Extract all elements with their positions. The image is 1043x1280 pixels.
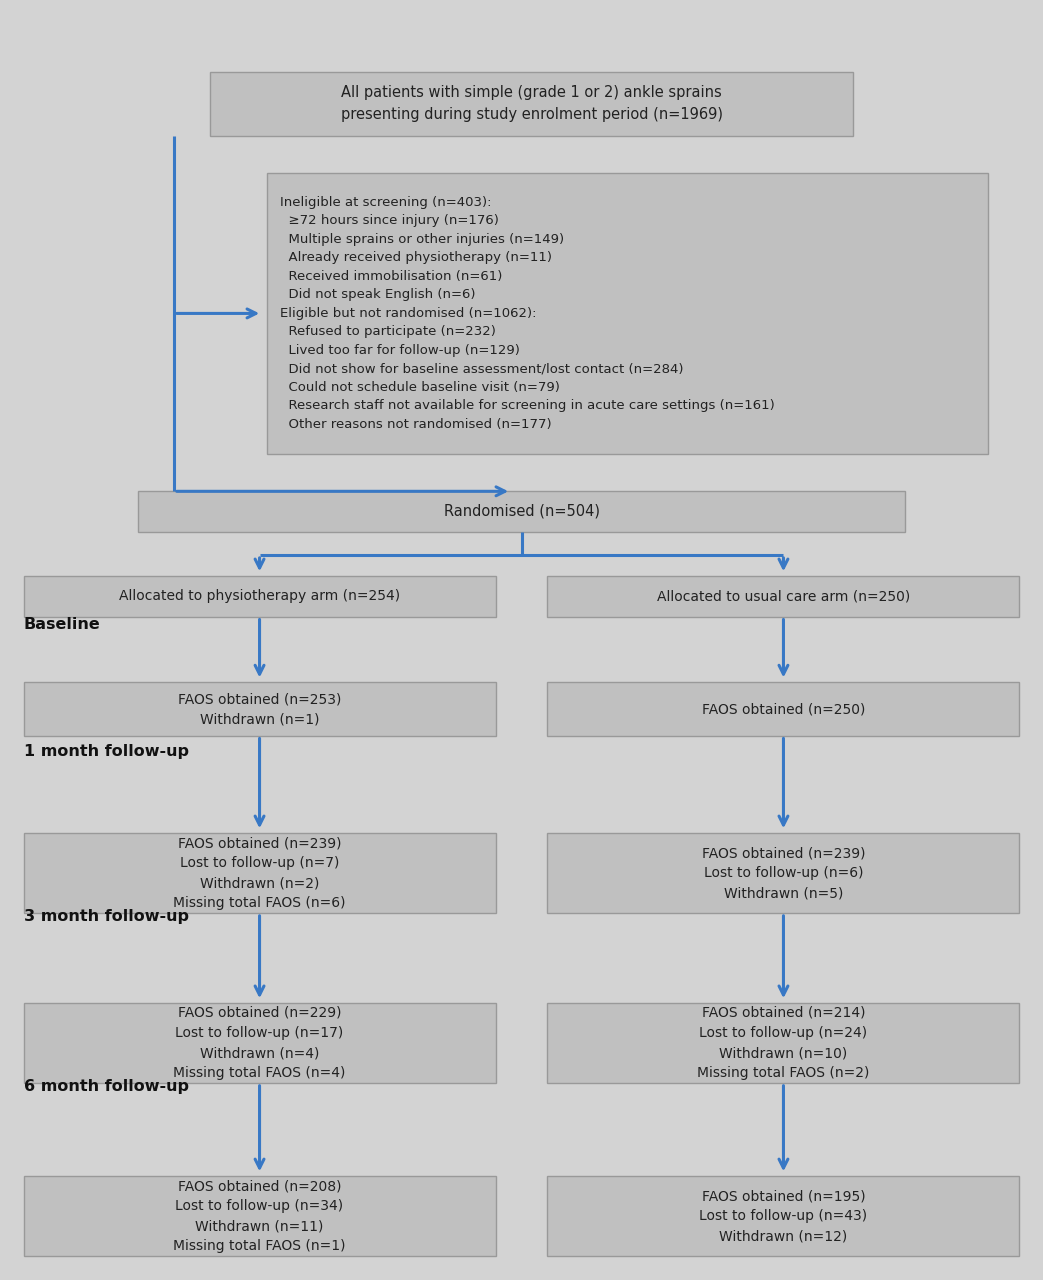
Text: 3 month follow-up: 3 month follow-up (24, 909, 189, 924)
FancyBboxPatch shape (24, 682, 495, 736)
Text: Allocated to physiotherapy arm (n=254): Allocated to physiotherapy arm (n=254) (119, 590, 401, 603)
Text: 1 month follow-up: 1 month follow-up (24, 744, 189, 759)
FancyBboxPatch shape (548, 1004, 1019, 1083)
FancyBboxPatch shape (24, 1176, 495, 1256)
Text: 6 month follow-up: 6 month follow-up (24, 1079, 189, 1093)
FancyBboxPatch shape (548, 833, 1019, 913)
Text: FAOS obtained (n=253)
Withdrawn (n=1): FAOS obtained (n=253) Withdrawn (n=1) (178, 692, 341, 726)
Text: FAOS obtained (n=239)
Lost to follow-up (n=6)
Withdrawn (n=5): FAOS obtained (n=239) Lost to follow-up … (702, 846, 866, 900)
Text: Ineligible at screening (n=403):
  ≥72 hours since injury (n=176)
  Multiple spr: Ineligible at screening (n=403): ≥72 hou… (280, 196, 775, 431)
FancyBboxPatch shape (548, 576, 1019, 617)
Text: Allocated to usual care arm (n=250): Allocated to usual care arm (n=250) (657, 590, 911, 603)
Text: All patients with simple (grade 1 or 2) ankle sprains
presenting during study en: All patients with simple (grade 1 or 2) … (341, 86, 723, 122)
FancyBboxPatch shape (548, 1176, 1019, 1256)
FancyBboxPatch shape (211, 72, 853, 136)
Text: FAOS obtained (n=229)
Lost to follow-up (n=17)
Withdrawn (n=4)
Missing total FAO: FAOS obtained (n=229) Lost to follow-up … (173, 1006, 345, 1080)
Text: FAOS obtained (n=250): FAOS obtained (n=250) (702, 701, 865, 716)
FancyBboxPatch shape (548, 682, 1019, 736)
FancyBboxPatch shape (267, 173, 989, 454)
FancyBboxPatch shape (24, 1004, 495, 1083)
FancyBboxPatch shape (24, 833, 495, 913)
Text: Baseline: Baseline (24, 617, 100, 631)
Text: FAOS obtained (n=214)
Lost to follow-up (n=24)
Withdrawn (n=10)
Missing total FA: FAOS obtained (n=214) Lost to follow-up … (698, 1006, 870, 1080)
Text: FAOS obtained (n=195)
Lost to follow-up (n=43)
Withdrawn (n=12): FAOS obtained (n=195) Lost to follow-up … (700, 1189, 868, 1243)
Text: FAOS obtained (n=208)
Lost to follow-up (n=34)
Withdrawn (n=11)
Missing total FA: FAOS obtained (n=208) Lost to follow-up … (173, 1179, 346, 1253)
FancyBboxPatch shape (24, 576, 495, 617)
FancyBboxPatch shape (138, 492, 905, 531)
Text: FAOS obtained (n=239)
Lost to follow-up (n=7)
Withdrawn (n=2)
Missing total FAOS: FAOS obtained (n=239) Lost to follow-up … (173, 836, 346, 910)
Text: Randomised (n=504): Randomised (n=504) (443, 504, 600, 518)
